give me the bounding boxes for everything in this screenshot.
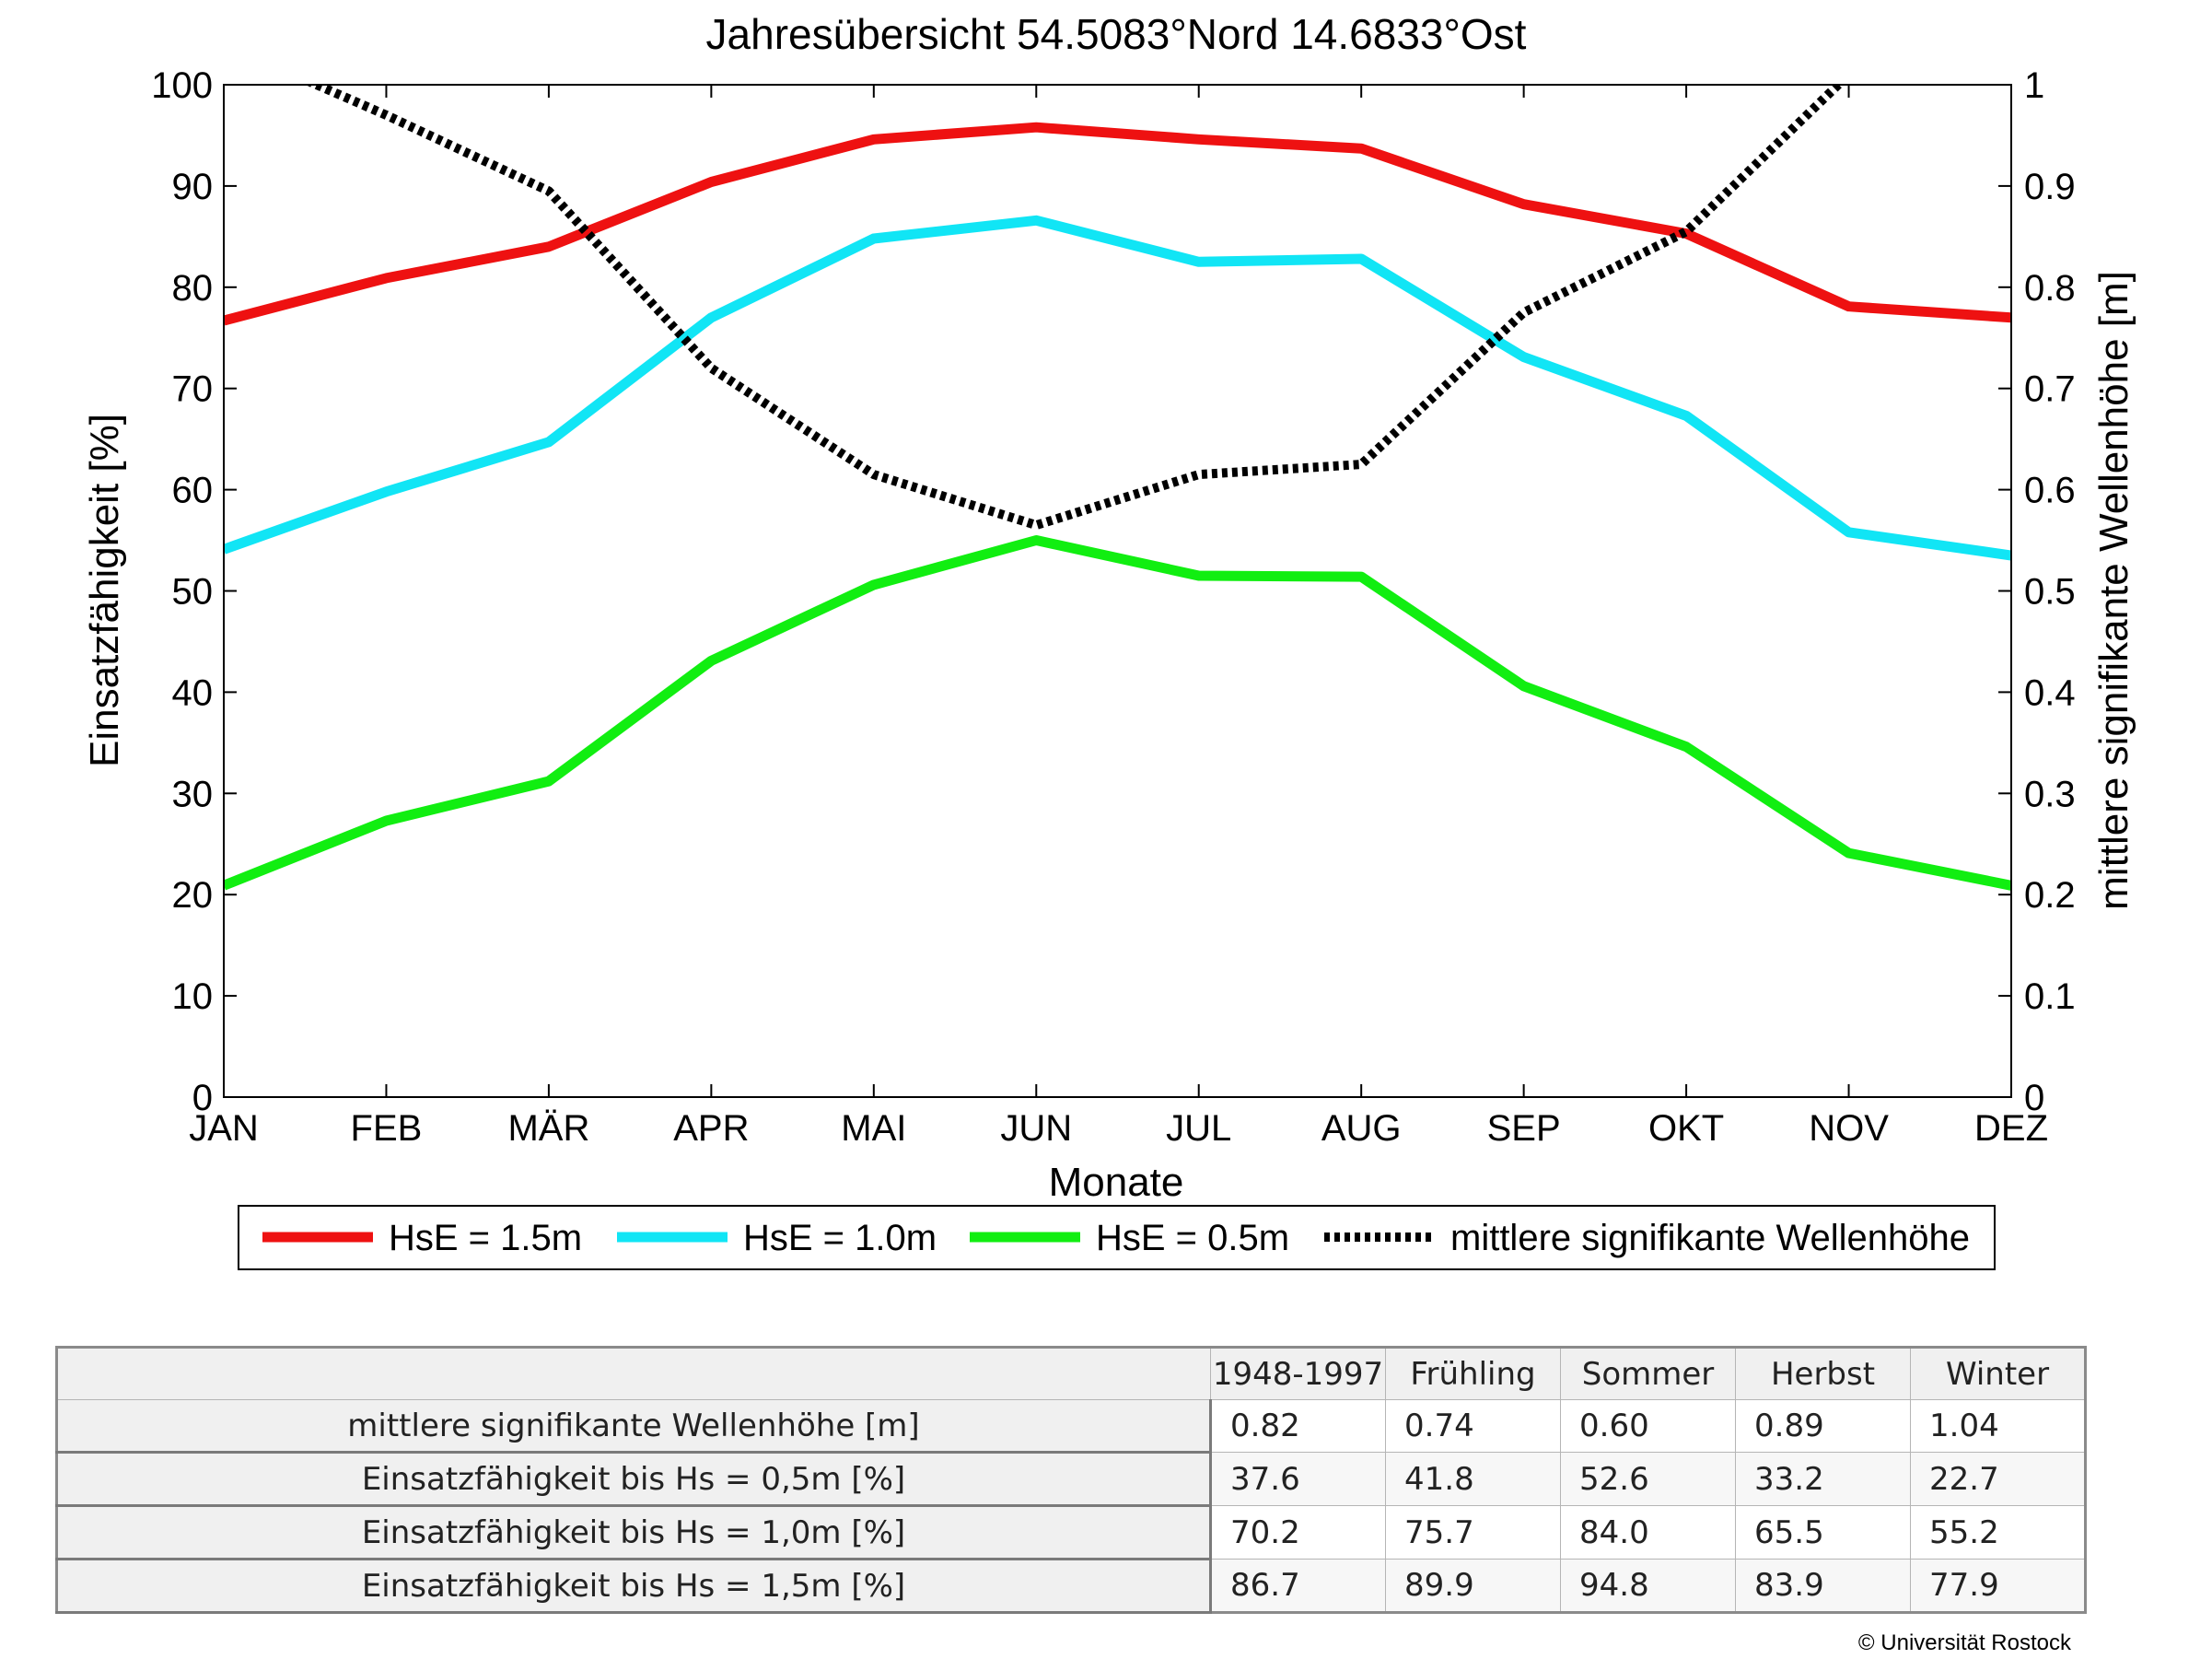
x-tick-label: MÄR bbox=[507, 1108, 589, 1149]
table-row: mittlere signifikante Wellenhöhe [m] 0.8… bbox=[56, 1399, 2086, 1454]
x-tick-label: NOV bbox=[1809, 1108, 1889, 1149]
row-label: mittlere signifikante Wellenhöhe [m] bbox=[56, 1399, 1212, 1454]
legend-label-3: mittlere signifikante Wellenhöhe bbox=[1450, 1218, 1970, 1258]
table-cell: 83.9 bbox=[1735, 1559, 1911, 1613]
y2-tick-label: 0.1 bbox=[2024, 976, 2076, 1017]
y2-tick-label: 0.6 bbox=[2024, 471, 2076, 511]
x-tick-label: JUN bbox=[1000, 1108, 1072, 1149]
y2-tick-label: 0.4 bbox=[2024, 672, 2076, 713]
row-label: Einsatzfähigkeit bis Hs = 1,5m [%] bbox=[56, 1559, 1212, 1614]
y2-tick-label: 0.7 bbox=[2024, 369, 2076, 410]
statistics-table: 1948-1997 Frühling Sommer Herbst Winter … bbox=[55, 1346, 2087, 1614]
table-cell: 1.04 bbox=[1910, 1399, 2086, 1453]
copyright-notice: © Universität Rostock bbox=[1857, 1630, 2071, 1655]
series-line-3 bbox=[305, 85, 1845, 531]
table-cell: 0.82 bbox=[1210, 1399, 1386, 1453]
table-cell: 70.2 bbox=[1210, 1505, 1386, 1560]
y-tick-label: 60 bbox=[172, 471, 214, 511]
column-header-summer: Sommer bbox=[1560, 1347, 1736, 1400]
x-tick-label: MAI bbox=[841, 1108, 906, 1149]
x-tick-label: OKT bbox=[1648, 1108, 1724, 1149]
table-cell: 55.2 bbox=[1910, 1505, 2086, 1560]
y-axis-title: Einsatzfähigkeit [%] bbox=[82, 414, 127, 767]
y-tick-label: 70 bbox=[172, 369, 214, 410]
y2-tick-label: 0 bbox=[2024, 1078, 2044, 1118]
column-header-period: 1948-1997 bbox=[1210, 1347, 1386, 1400]
x-tick-label: APR bbox=[673, 1108, 749, 1149]
table-cell: 33.2 bbox=[1735, 1452, 1911, 1506]
table-cell: 22.7 bbox=[1910, 1452, 2086, 1506]
y2-tick-label: 0.5 bbox=[2024, 572, 2076, 613]
series-line-0 bbox=[224, 122, 2011, 326]
y2-tick-label: 0.2 bbox=[2024, 875, 2076, 916]
table-cell: 37.6 bbox=[1210, 1452, 1386, 1506]
legend-frame bbox=[238, 1205, 1996, 1270]
table-cell: 0.74 bbox=[1385, 1399, 1561, 1453]
table-cell: 52.6 bbox=[1560, 1452, 1736, 1506]
legend-label-1: HsE = 1.0m bbox=[743, 1218, 937, 1258]
table-cell: 75.7 bbox=[1385, 1505, 1561, 1560]
y2-tick-label: 0.3 bbox=[2024, 774, 2076, 814]
x-tick-label: JAN bbox=[189, 1108, 259, 1149]
column-header-autumn: Herbst bbox=[1735, 1347, 1911, 1400]
y-tick-label: 100 bbox=[151, 65, 213, 106]
table-cell: 89.9 bbox=[1385, 1559, 1561, 1613]
legend-label-0: HsE = 1.5m bbox=[389, 1218, 582, 1258]
legend-label-2: HsE = 0.5m bbox=[1096, 1218, 1289, 1258]
table-corner-cell bbox=[56, 1347, 1211, 1400]
legend: HsE = 1.5m HsE = 1.0m HsE = 0.5m mittlere s… bbox=[238, 1205, 1996, 1270]
table-cell: 0.89 bbox=[1735, 1399, 1911, 1453]
y-tick-label: 20 bbox=[172, 875, 214, 916]
table-row: Einsatzfähigkeit bis Hs = 0,5m [%] 37.6 … bbox=[56, 1452, 2086, 1507]
table-cell: 0.60 bbox=[1560, 1399, 1736, 1453]
row-label: Einsatzfähigkeit bis Hs = 0,5m [%] bbox=[56, 1452, 1212, 1507]
y2-tick-label: 0.9 bbox=[2024, 167, 2076, 207]
x-tick-label: SEP bbox=[1487, 1108, 1561, 1149]
y-tick-label: 50 bbox=[172, 572, 214, 613]
column-header-spring: Frühling bbox=[1385, 1347, 1561, 1400]
y2-tick-label: 1 bbox=[2024, 65, 2044, 106]
table-header-row: 1948-1997 Frühling Sommer Herbst Winter bbox=[56, 1347, 2086, 1400]
column-header-winter: Winter bbox=[1910, 1347, 2086, 1400]
table-cell: 84.0 bbox=[1560, 1505, 1736, 1560]
y2-axis-title: mittlere signifikante Wellenhöhe [m] bbox=[2091, 271, 2136, 910]
table-row: Einsatzfähigkeit bis Hs = 1,0m [%] 70.2 … bbox=[56, 1505, 2086, 1560]
table-cell: 77.9 bbox=[1910, 1559, 2086, 1613]
y-tick-label: 80 bbox=[172, 268, 214, 309]
y-tick-label: 90 bbox=[172, 167, 214, 207]
chart-title: Jahresübersicht 54.5083°Nord 14.6833°Ost bbox=[706, 10, 1527, 58]
y-tick-label: 10 bbox=[172, 976, 214, 1017]
y2-tick-label: 0.8 bbox=[2024, 268, 2076, 309]
x-tick-label: FEB bbox=[351, 1108, 423, 1149]
y-tick-label: 0 bbox=[192, 1078, 213, 1118]
y-tick-label: 30 bbox=[172, 774, 214, 814]
chart: Jahresübersicht 54.5083°Nord 14.6833°Ost… bbox=[82, 10, 2136, 1270]
table-cell: 41.8 bbox=[1385, 1452, 1561, 1506]
table-cell: 94.8 bbox=[1560, 1559, 1736, 1613]
table-cell: 86.7 bbox=[1210, 1559, 1386, 1613]
row-label: Einsatzfähigkeit bis Hs = 1,0m [%] bbox=[56, 1505, 1212, 1560]
x-tick-label: AUG bbox=[1321, 1108, 1402, 1149]
series-line-2 bbox=[224, 535, 2011, 891]
x-tick-label: JUL bbox=[1166, 1108, 1231, 1149]
y-tick-label: 40 bbox=[172, 672, 214, 713]
x-tick-label: DEZ bbox=[1974, 1108, 2048, 1149]
x-axis-title: Monate bbox=[1049, 1160, 1184, 1205]
table-row: Einsatzfähigkeit bis Hs = 1,5m [%] 86.7 … bbox=[56, 1559, 2086, 1614]
table-cell: 65.5 bbox=[1735, 1505, 1911, 1560]
series-line-1 bbox=[224, 215, 2011, 561]
